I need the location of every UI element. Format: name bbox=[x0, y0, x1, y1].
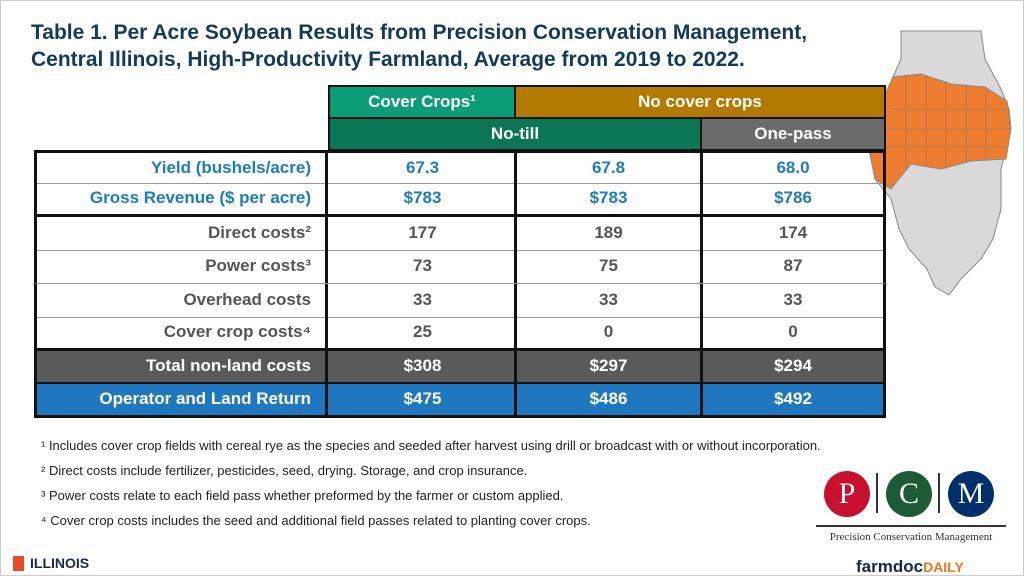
row-label: Yield (bushels/acre) bbox=[37, 153, 328, 183]
title-line-1: Table 1. Per Acre Soybean Results from P… bbox=[31, 21, 808, 44]
cell: 189 bbox=[517, 217, 703, 250]
footnote-3: ³ Power costs relate to each field pass … bbox=[41, 488, 564, 503]
pcm-name: Precision Conservation Management bbox=[829, 531, 993, 543]
header-no-till: No-till bbox=[328, 117, 702, 151]
row-label: Power costs³ bbox=[37, 250, 328, 283]
table-row-overhead-costs: Overhead costs 33 33 33 bbox=[34, 284, 886, 318]
row-label: Overhead costs bbox=[37, 284, 328, 317]
cell: 87 bbox=[783, 256, 803, 276]
page-title: Table 1. Per Acre Soybean Results from P… bbox=[31, 19, 891, 73]
cell: 33 bbox=[331, 284, 517, 317]
cell: 67.3 bbox=[331, 153, 517, 183]
footnote-1: ¹ Includes cover crop fields with cereal… bbox=[41, 438, 821, 453]
table-row-cover-crop-costs: Cover crop costs⁴ 25 0 0 bbox=[34, 317, 886, 351]
cell: 67.8 bbox=[517, 153, 703, 183]
table-row-direct-costs: Direct costs² 177 189 174 bbox=[34, 217, 886, 251]
cell: $492 bbox=[774, 389, 812, 409]
cell: $297 bbox=[517, 351, 703, 382]
illinois-wordmark: ILLINOIS bbox=[30, 555, 90, 571]
cell: 33 bbox=[783, 290, 803, 310]
header-cover-crops: Cover Crops¹ bbox=[328, 85, 516, 119]
cell: 73 bbox=[331, 250, 517, 283]
row-label: Total non-land costs bbox=[37, 351, 328, 382]
cell: $783 bbox=[517, 183, 703, 214]
farmdoc-daily-logo: farmdocDAILY bbox=[856, 557, 964, 577]
row-label: Operator and Land Return bbox=[37, 384, 328, 415]
header-one-pass: One-pass bbox=[700, 117, 886, 151]
title-line-2: Central Illinois, High-Productivity Farm… bbox=[31, 48, 745, 71]
row-label: Direct costs² bbox=[37, 217, 328, 250]
footnotes: ¹ Includes cover crop fields with cereal… bbox=[41, 433, 821, 533]
header-no-cover-crops: No cover crops bbox=[514, 85, 886, 119]
illinois-map-icon bbox=[868, 30, 1012, 296]
cell: 0 bbox=[517, 317, 703, 348]
pcm-m: M bbox=[948, 471, 994, 517]
cell: 68.0 bbox=[776, 157, 810, 177]
table-row-total-costs: Total non-land costs $308 $297 $294 bbox=[34, 351, 886, 385]
table-row-yield: Yield (bushels/acre) 67.3 67.8 68.0 bbox=[34, 150, 886, 184]
row-label: Cover crop costs⁴ bbox=[37, 317, 328, 348]
cell: 75 bbox=[517, 250, 703, 283]
cell: 174 bbox=[778, 223, 808, 243]
footnote-2: ² Direct costs include fertilizer, pesti… bbox=[41, 463, 528, 478]
cell: $783 bbox=[331, 183, 517, 214]
cell: $486 bbox=[517, 384, 703, 415]
pcm-p: P bbox=[824, 471, 870, 517]
cell: $308 bbox=[331, 351, 517, 382]
cell: 177 bbox=[331, 217, 517, 250]
cell: 33 bbox=[517, 284, 703, 317]
pcm-c: C bbox=[886, 471, 932, 517]
block-i-icon bbox=[13, 555, 24, 571]
table-row-gross-revenue: Gross Revenue ($ per acre) $783 $783 $786 bbox=[34, 183, 886, 217]
illinois-logo: ILLINOIS bbox=[13, 555, 89, 571]
table-row-operator-return: Operator and Land Return $475 $486 $492 bbox=[34, 384, 886, 418]
cell: $786 bbox=[774, 188, 812, 208]
table-row-power-costs: Power costs³ 73 75 87 bbox=[34, 250, 886, 284]
cell: 0 bbox=[788, 322, 798, 342]
daily-text: DAILY bbox=[923, 559, 964, 575]
footnote-4: ⁴ Cover crop costs includes the seed and… bbox=[41, 513, 591, 528]
cell: $294 bbox=[774, 356, 812, 376]
farmdoc-text: farmdoc bbox=[856, 557, 924, 576]
row-label: Gross Revenue ($ per acre) bbox=[37, 183, 328, 214]
cell: 25 bbox=[331, 317, 517, 348]
cell: $475 bbox=[331, 384, 517, 415]
